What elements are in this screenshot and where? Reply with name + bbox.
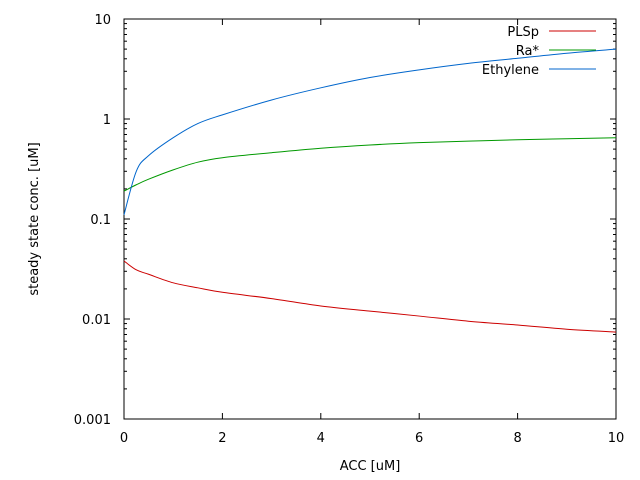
y-tick-label: 1 bbox=[103, 113, 111, 128]
y-tick-label: 10 bbox=[94, 13, 111, 28]
y-axis-label: steady state conc. [uM] bbox=[27, 142, 42, 295]
x-tick-label: 8 bbox=[513, 431, 521, 446]
legend-label-plsp: PLSp bbox=[507, 25, 539, 40]
x-axis-label: ACC [uM] bbox=[340, 459, 401, 474]
legend-label-ethylene: Ethylene bbox=[482, 63, 539, 78]
series-lines bbox=[123, 48, 617, 333]
x-tick-label: 6 bbox=[415, 431, 423, 446]
x-tick-labels: 0 2 4 6 8 10 bbox=[120, 431, 624, 446]
legend: PLSp Ra* Ethylene bbox=[482, 25, 596, 78]
y-tick-label: 0.001 bbox=[74, 413, 111, 428]
y-tick-label: 0.01 bbox=[82, 313, 111, 328]
legend-label-ra: Ra* bbox=[516, 44, 540, 59]
x-tick-label: 0 bbox=[120, 431, 128, 446]
axis-ticks bbox=[123, 18, 617, 420]
x-tick-label: 10 bbox=[608, 431, 625, 446]
x-tick-label: 2 bbox=[218, 431, 226, 446]
y-tick-labels: 0.001 0.01 0.1 1 10 bbox=[74, 13, 111, 428]
plot-frame bbox=[123, 18, 617, 420]
series-line-ra bbox=[123, 137, 617, 192]
series-line-ethylene bbox=[123, 48, 617, 215]
series-line-plsp bbox=[123, 260, 617, 333]
y-tick-label: 0.1 bbox=[90, 213, 111, 228]
x-tick-label: 4 bbox=[317, 431, 325, 446]
